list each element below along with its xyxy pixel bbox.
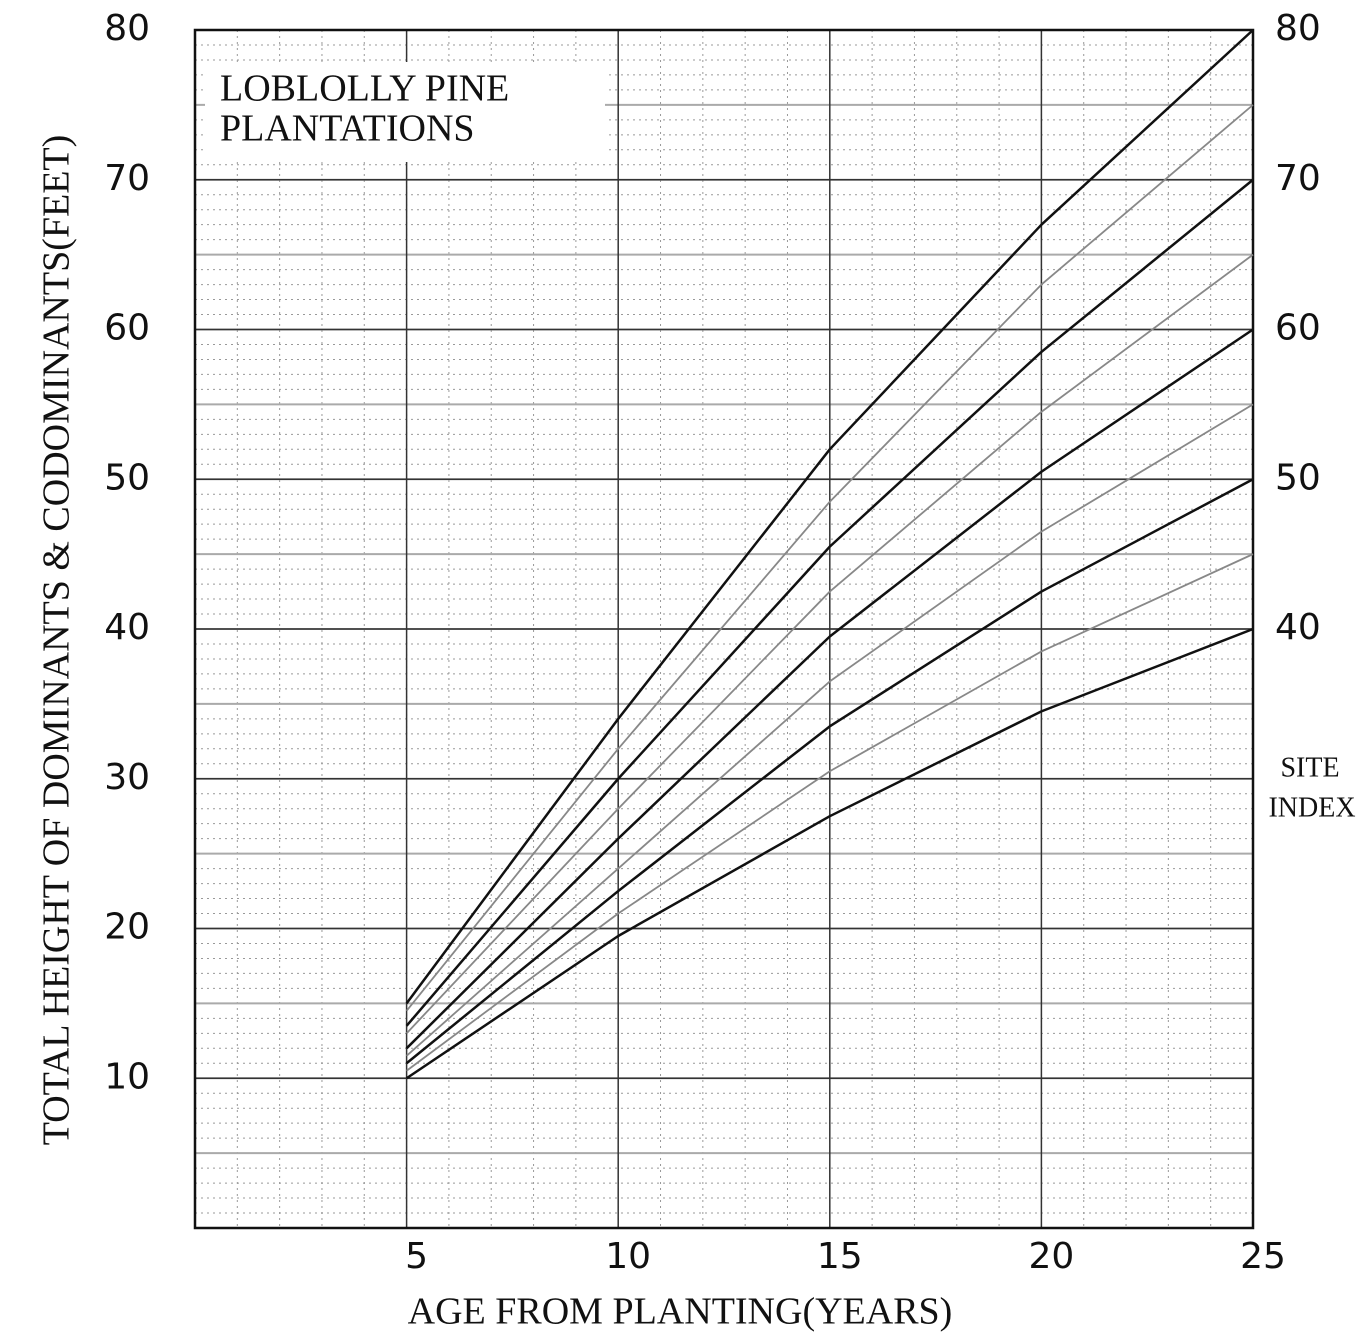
- y2-tick-label: 40: [1275, 607, 1321, 648]
- y2-axis-label: SITE: [1280, 752, 1339, 783]
- y2-tick-label: 70: [1275, 158, 1321, 199]
- x-tick-label: 15: [817, 1236, 863, 1277]
- site-index-curve: [405, 178, 1254, 1027]
- y-axis-label: TOTAL HEIGHT OF DOMINANTS & CODOMINANTS(…: [36, 135, 78, 1146]
- y-tick-label: 80: [104, 8, 150, 49]
- site-index-curve: [405, 253, 1254, 1034]
- grid: [195, 29, 1254, 1228]
- site-index-curve: [405, 627, 1254, 1080]
- y2-tick-label: 60: [1275, 308, 1321, 349]
- y-tick-label: 40: [104, 607, 150, 648]
- y-tick-label: 70: [104, 158, 150, 199]
- x-tick-label: 5: [405, 1236, 428, 1277]
- chart-title: LOBLOLLY PINE: [220, 68, 509, 110]
- site-index-curve: [405, 478, 1254, 1065]
- x-tick-label: 20: [1028, 1236, 1074, 1277]
- y-tick-label: 60: [104, 308, 150, 349]
- y-tick-label: 10: [104, 1056, 150, 1097]
- x-tick-label: 25: [1240, 1236, 1286, 1277]
- site-index-curve: [405, 29, 1254, 1005]
- site-index-curve: [406, 553, 1254, 1072]
- site-index-curve: [405, 104, 1254, 1012]
- y2-tick-label: 50: [1275, 457, 1321, 498]
- site-index-curve: [406, 403, 1254, 1057]
- chart-title: PLANTATIONS: [220, 108, 475, 150]
- x-axis-label: AGE FROM PLANTING(YEARS): [408, 1291, 953, 1333]
- y2-tick-label: 80: [1275, 8, 1321, 49]
- title-box: [205, 62, 605, 162]
- x-tick-label: 10: [605, 1236, 651, 1277]
- y-tick-label: 30: [104, 757, 150, 798]
- y2-axis-label: INDEX: [1268, 792, 1355, 823]
- site-index-curve: [405, 328, 1254, 1050]
- y-tick-label: 50: [104, 457, 150, 498]
- y-tick-label: 20: [104, 907, 150, 948]
